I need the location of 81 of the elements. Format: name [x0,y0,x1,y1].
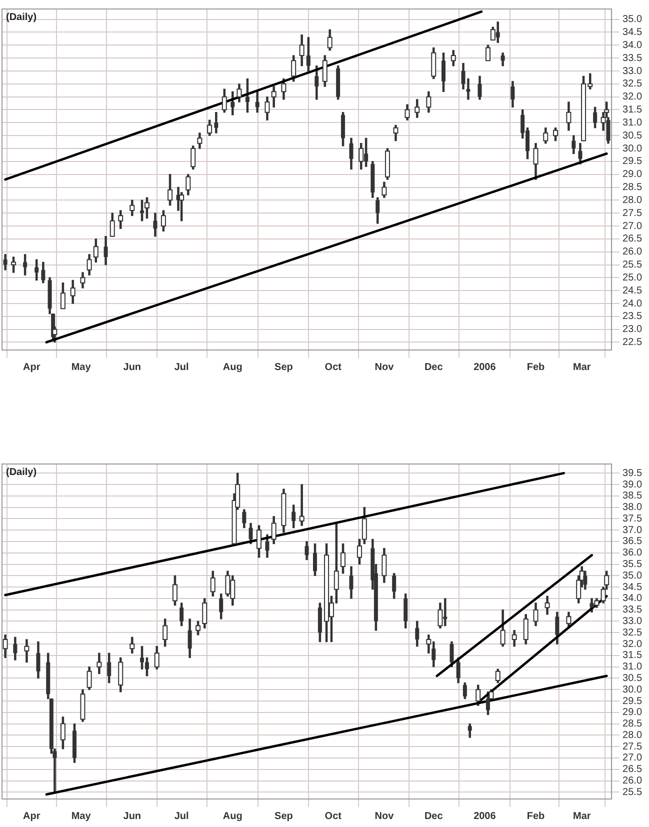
y-tick-label: 32.5 [622,627,642,638]
x-tick-label: Oct [324,362,342,373]
y-tick-label: 25.5 [622,260,642,270]
y-tick-label: 38.5 [622,490,642,502]
x-tick-label: Oct [324,810,342,822]
x-tick-label: Mar [572,810,591,822]
y-tick-label: 35.0 [622,14,642,26]
x-tick-label: Dec [424,810,444,822]
y-tick-label: 38.0 [622,502,642,514]
y-tick-label: 30.0 [622,143,642,154]
x-tick-label: Sep [274,810,293,822]
x-tick-label: Feb [526,810,545,822]
y-tick-label: 26.5 [622,764,642,776]
x-tick-label: Dec [424,362,444,373]
y-tick-label: 34.5 [622,27,642,38]
x-tick-label: 2006 [474,810,496,822]
x-tick-label: Nov [374,362,394,373]
y-tick-label: 28.5 [622,718,642,730]
y-tick-label: 34.5 [622,582,642,593]
x-tick-label: Jun [123,810,142,822]
y-tick-label: 24.5 [622,285,642,296]
x-tick-label: Apr [23,362,40,373]
y-tick-label: 27.0 [622,220,642,232]
y-tick-label: 33.5 [622,52,642,64]
y-tick-label: 30.5 [622,672,642,684]
y-tick-label: 31.0 [622,117,642,128]
y-tick-label: 36.5 [622,536,642,548]
y-tick-label: 22.5 [622,337,642,348]
x-tick-label: Aug [222,362,242,373]
y-tick-label: 26.0 [622,776,642,787]
y-tick-label: 32.0 [622,92,642,103]
y-tick-label: 26.5 [622,234,642,245]
y-tick-label: 37.0 [622,524,642,536]
y-tick-label: 32.0 [622,638,642,650]
chart-title: (Daily) [6,12,37,23]
y-tick-label: 28.0 [622,730,642,741]
y-tick-label: 29.5 [622,696,642,707]
y-tick-label: 29.0 [622,707,642,718]
x-tick-label: Feb [526,362,545,373]
y-tick-label: 33.5 [622,604,642,616]
x-tick-label: Sep [274,362,293,373]
x-tick-label: 2006 [474,362,496,373]
y-tick-label: 28.5 [622,182,642,193]
y-tick-label: 32.5 [622,78,642,90]
y-tick-label: 34.0 [622,40,642,51]
x-tick-label: Jul [174,362,190,373]
y-tick-label: 31.0 [622,662,642,673]
y-tick-label: 30.0 [622,684,642,696]
y-tick-label: 28.0 [622,194,642,206]
y-tick-label: 29.0 [622,169,642,180]
y-tick-label: 25.5 [622,786,642,798]
y-tick-label: 29.5 [622,156,642,168]
y-tick-label: 24.0 [622,298,642,310]
x-tick-label: Aug [222,810,242,822]
x-tick-label: Mar [572,362,591,373]
x-tick-label: May [71,810,92,822]
x-tick-label: Jul [174,810,190,822]
y-tick-label: 39.5 [622,468,642,479]
y-tick-label: 27.0 [622,752,642,764]
y-tick-label: 25.0 [622,272,642,284]
y-tick-label: 23.5 [622,311,642,322]
y-tick-label: 39.0 [622,479,642,490]
y-tick-label: 30.5 [622,130,642,142]
y-tick-label: 35.0 [622,570,642,582]
y-tick-label: 31.5 [622,650,642,662]
y-tick-label: 33.0 [622,616,642,627]
y-tick-label: 34.0 [622,593,642,604]
y-tick-label: 37.5 [622,513,642,524]
chart-title: (Daily) [6,466,37,478]
y-tick-label: 33.0 [622,66,642,77]
y-tick-label: 35.5 [622,559,642,570]
y-tick-label: 31.5 [622,104,642,116]
y-tick-label: 27.5 [622,208,642,219]
x-tick-label: May [71,362,92,373]
x-tick-label: Nov [374,810,394,822]
y-tick-label: 27.5 [622,741,642,752]
y-tick-label: 36.0 [622,548,642,559]
y-tick-label: 26.0 [622,246,642,258]
y-tick-label: 23.0 [622,324,642,336]
x-tick-label: Apr [23,810,40,822]
x-tick-label: Jun [123,362,142,373]
